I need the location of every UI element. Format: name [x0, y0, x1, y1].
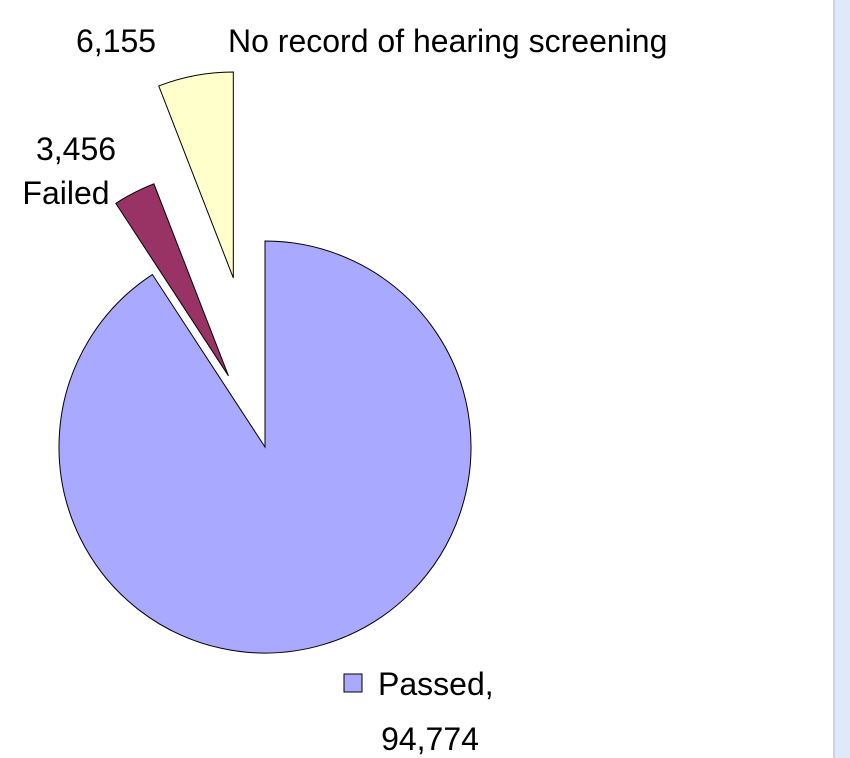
data-label: 94,774 [381, 721, 479, 757]
category-label: Failed [22, 175, 109, 211]
category-label: No record of hearing screening [228, 23, 667, 59]
pie-slice [58, 240, 472, 654]
legend-swatch [343, 673, 363, 693]
side-panel [834, 0, 850, 758]
legend-label: Passed, [378, 666, 494, 702]
pie-slice [115, 183, 229, 377]
pie-slice [158, 71, 234, 279]
data-label: 6,155 [76, 23, 156, 59]
data-label: 3,456 [36, 131, 116, 167]
